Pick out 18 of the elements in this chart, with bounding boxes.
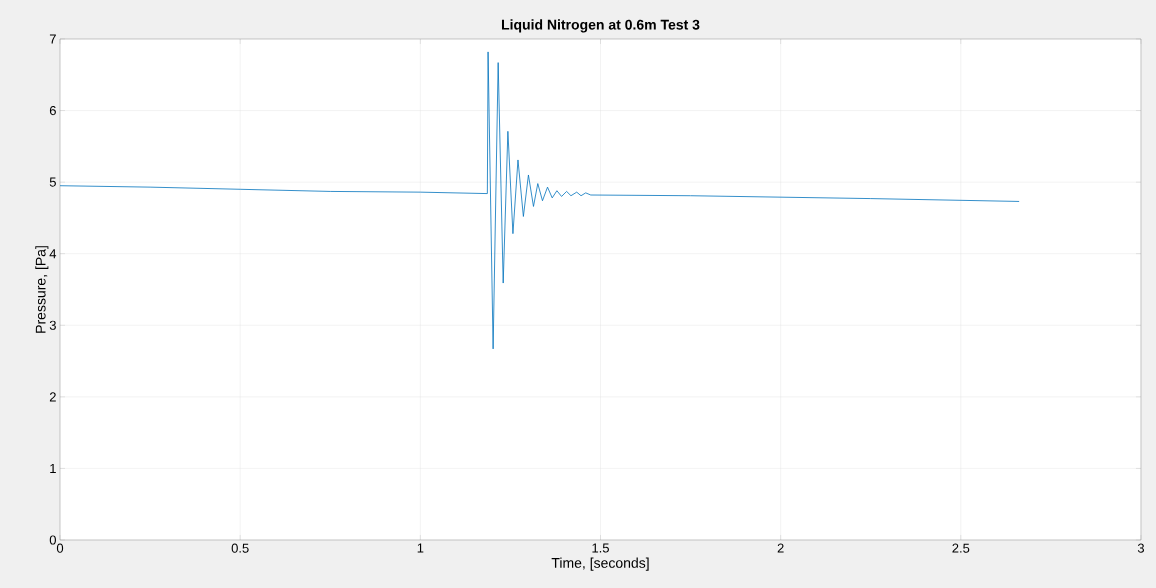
y-tick-label: 2 [49, 392, 56, 402]
y-tick-label: 0 [49, 535, 56, 545]
y-tick-label: 6 [49, 105, 56, 116]
x-axis-title: Time, [seconds] [551, 557, 649, 571]
y-tick-label: 7 [49, 34, 56, 44]
y-tick-label: 4 [49, 249, 57, 259]
x-tick-label: 2 [777, 543, 784, 553]
y-tick-label: 5 [49, 177, 56, 187]
y-tick-label: 1 [50, 463, 56, 473]
chart-title: Liquid Nitrogen at 0.6m Test 3 [501, 19, 700, 33]
x-tick-label: 0 [56, 543, 64, 553]
x-tick-label: 1 [417, 543, 424, 553]
x-tick-label: 1.5 [592, 543, 609, 553]
y-axis-title: Pressure, [Pa] [35, 246, 49, 333]
x-tick-label: 0.5 [231, 543, 249, 553]
x-tick-label: 3 [1137, 543, 1145, 553]
x-tick-label: 2.5 [952, 543, 970, 553]
y-tick-label: 3 [49, 320, 56, 330]
